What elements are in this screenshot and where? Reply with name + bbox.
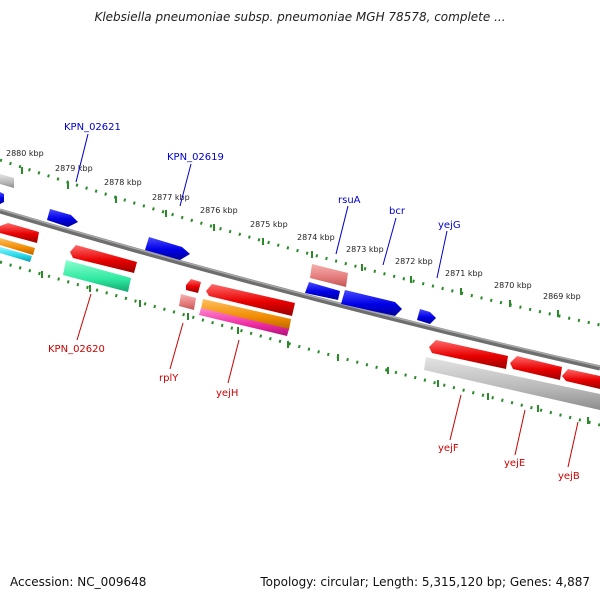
gene-label-yejF: yejF	[438, 443, 459, 454]
gene-label-KPN_02620: KPN_02620	[48, 344, 105, 355]
genome-backbone	[0, 208, 600, 371]
reverse-gene-arrow	[0, 223, 39, 243]
kbp-label: 2880 kbp	[6, 149, 44, 158]
forward-gene-arrow	[145, 237, 190, 260]
gene-label-KPN_02619: KPN_02619	[167, 152, 224, 163]
kbp-label: 2875 kbp	[250, 220, 288, 229]
map-title: Klebsiella pneumoniae subsp. pneumoniae …	[94, 10, 506, 24]
kbp-label: 2869 kbp	[543, 292, 581, 301]
gene-label-rplY: rplY	[159, 373, 179, 384]
reverse-gene-bar	[179, 294, 196, 310]
reverse-gene-bar	[424, 357, 600, 410]
reverse-gene-arrow	[206, 284, 295, 316]
reverse-gene-bar	[0, 174, 14, 188]
gene-label-yejG: yejG	[438, 220, 461, 231]
kbp-label: 2871 kbp	[445, 269, 483, 278]
kbp-label: 2879 kbp	[55, 164, 93, 173]
gene-label-yejH: yejH	[216, 388, 238, 399]
forward-gene-arrow	[341, 290, 402, 316]
genome-backbone-highlight	[0, 208, 600, 368]
reverse-gene-arrow	[186, 279, 201, 293]
kbp-label: 2872 kbp	[395, 257, 433, 266]
gene-label-KPN_02621: KPN_02621	[64, 122, 121, 133]
forward-leader-lines	[75, 133, 448, 279]
reverse-gene-bar	[199, 308, 289, 336]
forward-gene-arrow	[417, 309, 436, 324]
genome-summary-text: Topology: circular; Length: 5,315,120 bp…	[260, 575, 590, 589]
forward-gene-arrow	[47, 209, 78, 227]
reverse-gene-arrow	[562, 369, 600, 389]
reverse-gene-arrow	[70, 245, 137, 273]
kbp-label: 2878 kbp	[104, 178, 142, 187]
reverse-gene-bar	[310, 264, 348, 287]
forward-gene-arrow	[305, 282, 340, 300]
reverse-gene-bar	[63, 260, 131, 292]
forward-gene-arrow	[0, 192, 4, 204]
accession-text: Accession: NC_009648	[10, 575, 147, 589]
reverse-leader-lines	[76, 293, 579, 468]
reverse-gene-bar	[0, 238, 35, 255]
gene-label-bcr: bcr	[389, 206, 406, 217]
gene-label-rsuA: rsuA	[338, 195, 361, 206]
inner-major-ticks	[41, 271, 589, 424]
reverse-gene-bar	[0, 247, 32, 262]
gene-label-yejE: yejE	[504, 458, 525, 469]
reverse-gene-arrow	[429, 340, 508, 369]
gene-label-yejB: yejB	[558, 471, 580, 482]
kbp-label: 2877 kbp	[152, 193, 190, 202]
kbp-labels: 2880 kbp 2879 kbp 2878 kbp 2877 kbp 2876…	[6, 149, 581, 301]
kbp-label: 2870 kbp	[494, 281, 532, 290]
kbp-label: 2876 kbp	[200, 206, 238, 215]
outer-major-ticks	[21, 167, 559, 317]
kbp-label: 2873 kbp	[346, 245, 384, 254]
inner-tick-ring	[0, 260, 600, 427]
reverse-gene-bar	[201, 299, 291, 330]
reverse-gene-arrow	[510, 356, 562, 380]
kbp-label: 2874 kbp	[297, 233, 335, 242]
